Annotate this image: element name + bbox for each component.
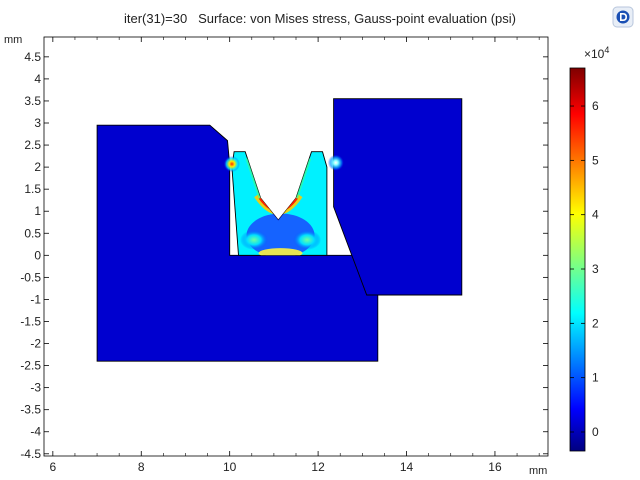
y-tick-label: 4	[34, 72, 41, 86]
y-axis-ticks: 4.5 4 3.5 3 2.5 2 1.5 1 0.5 0 -0.5 -1 -1.5 -2 -2.5 -3 -3…	[20, 50, 548, 461]
y-tick-label: -4.5	[20, 447, 41, 461]
x-tick-label: 16	[488, 460, 502, 474]
colorbar-tick-label: 1	[592, 371, 599, 385]
y-tick-label: 3	[34, 116, 41, 130]
y-tick-label: -4	[30, 425, 41, 439]
y-tick-label: -2.5	[20, 359, 41, 373]
colorbar-tick-label: 5	[592, 153, 599, 167]
colorbar-tick-label: 4	[592, 208, 599, 222]
colorbar-gradient	[569, 67, 586, 452]
y-tick-label: 4.5	[24, 50, 41, 64]
y-tick-label: -1	[30, 292, 41, 306]
y-tick-label: -2	[30, 337, 41, 351]
right-block-region	[333, 98, 463, 296]
x-tick-label: 14	[400, 460, 414, 474]
y-tick-label: 1	[34, 204, 41, 218]
y-axis-unit: mm	[4, 34, 22, 46]
colorbar-tick-label: 2	[592, 316, 599, 330]
colorbar-tick-label: 6	[592, 99, 599, 113]
y-tick-label: 1.5	[24, 182, 41, 196]
x-axis-unit: mm	[529, 465, 547, 477]
x-tick-label: 6	[49, 460, 56, 474]
y-tick-label: 0	[34, 248, 41, 262]
x-tick-label: 12	[311, 460, 325, 474]
plot-title: iter(31)=30 Surface: von Mises stress, G…	[124, 11, 516, 26]
stress-hotspots	[223, 154, 344, 173]
colorbar-tick-label: 0	[592, 425, 599, 439]
y-tick-label: 0.5	[24, 226, 41, 240]
x-tick-label: 8	[138, 460, 145, 474]
x-axis-ticks: 6 8 10 12 14 16	[49, 37, 540, 474]
y-tick-label: 3.5	[24, 94, 41, 108]
y-tick-label: -0.5	[20, 270, 41, 284]
y-tick-label: -3	[30, 381, 41, 395]
left-block-region	[96, 124, 379, 362]
y-tick-label: -1.5	[20, 314, 41, 328]
comsol-logo-icon[interactable]	[612, 6, 634, 28]
y-tick-label: 2	[34, 160, 41, 174]
colorbar-multiplier: ×104	[584, 45, 609, 61]
y-tick-label: 2.5	[24, 138, 41, 152]
colorbar: ×104 0 1 2 3 4 5 6	[569, 45, 609, 452]
y-tick-label: -3.5	[20, 403, 41, 417]
hotspot-right	[327, 154, 344, 171]
colorbar-tick-label: 3	[592, 262, 599, 276]
x-tick-label: 10	[223, 460, 237, 474]
hotspot-left	[223, 156, 240, 173]
